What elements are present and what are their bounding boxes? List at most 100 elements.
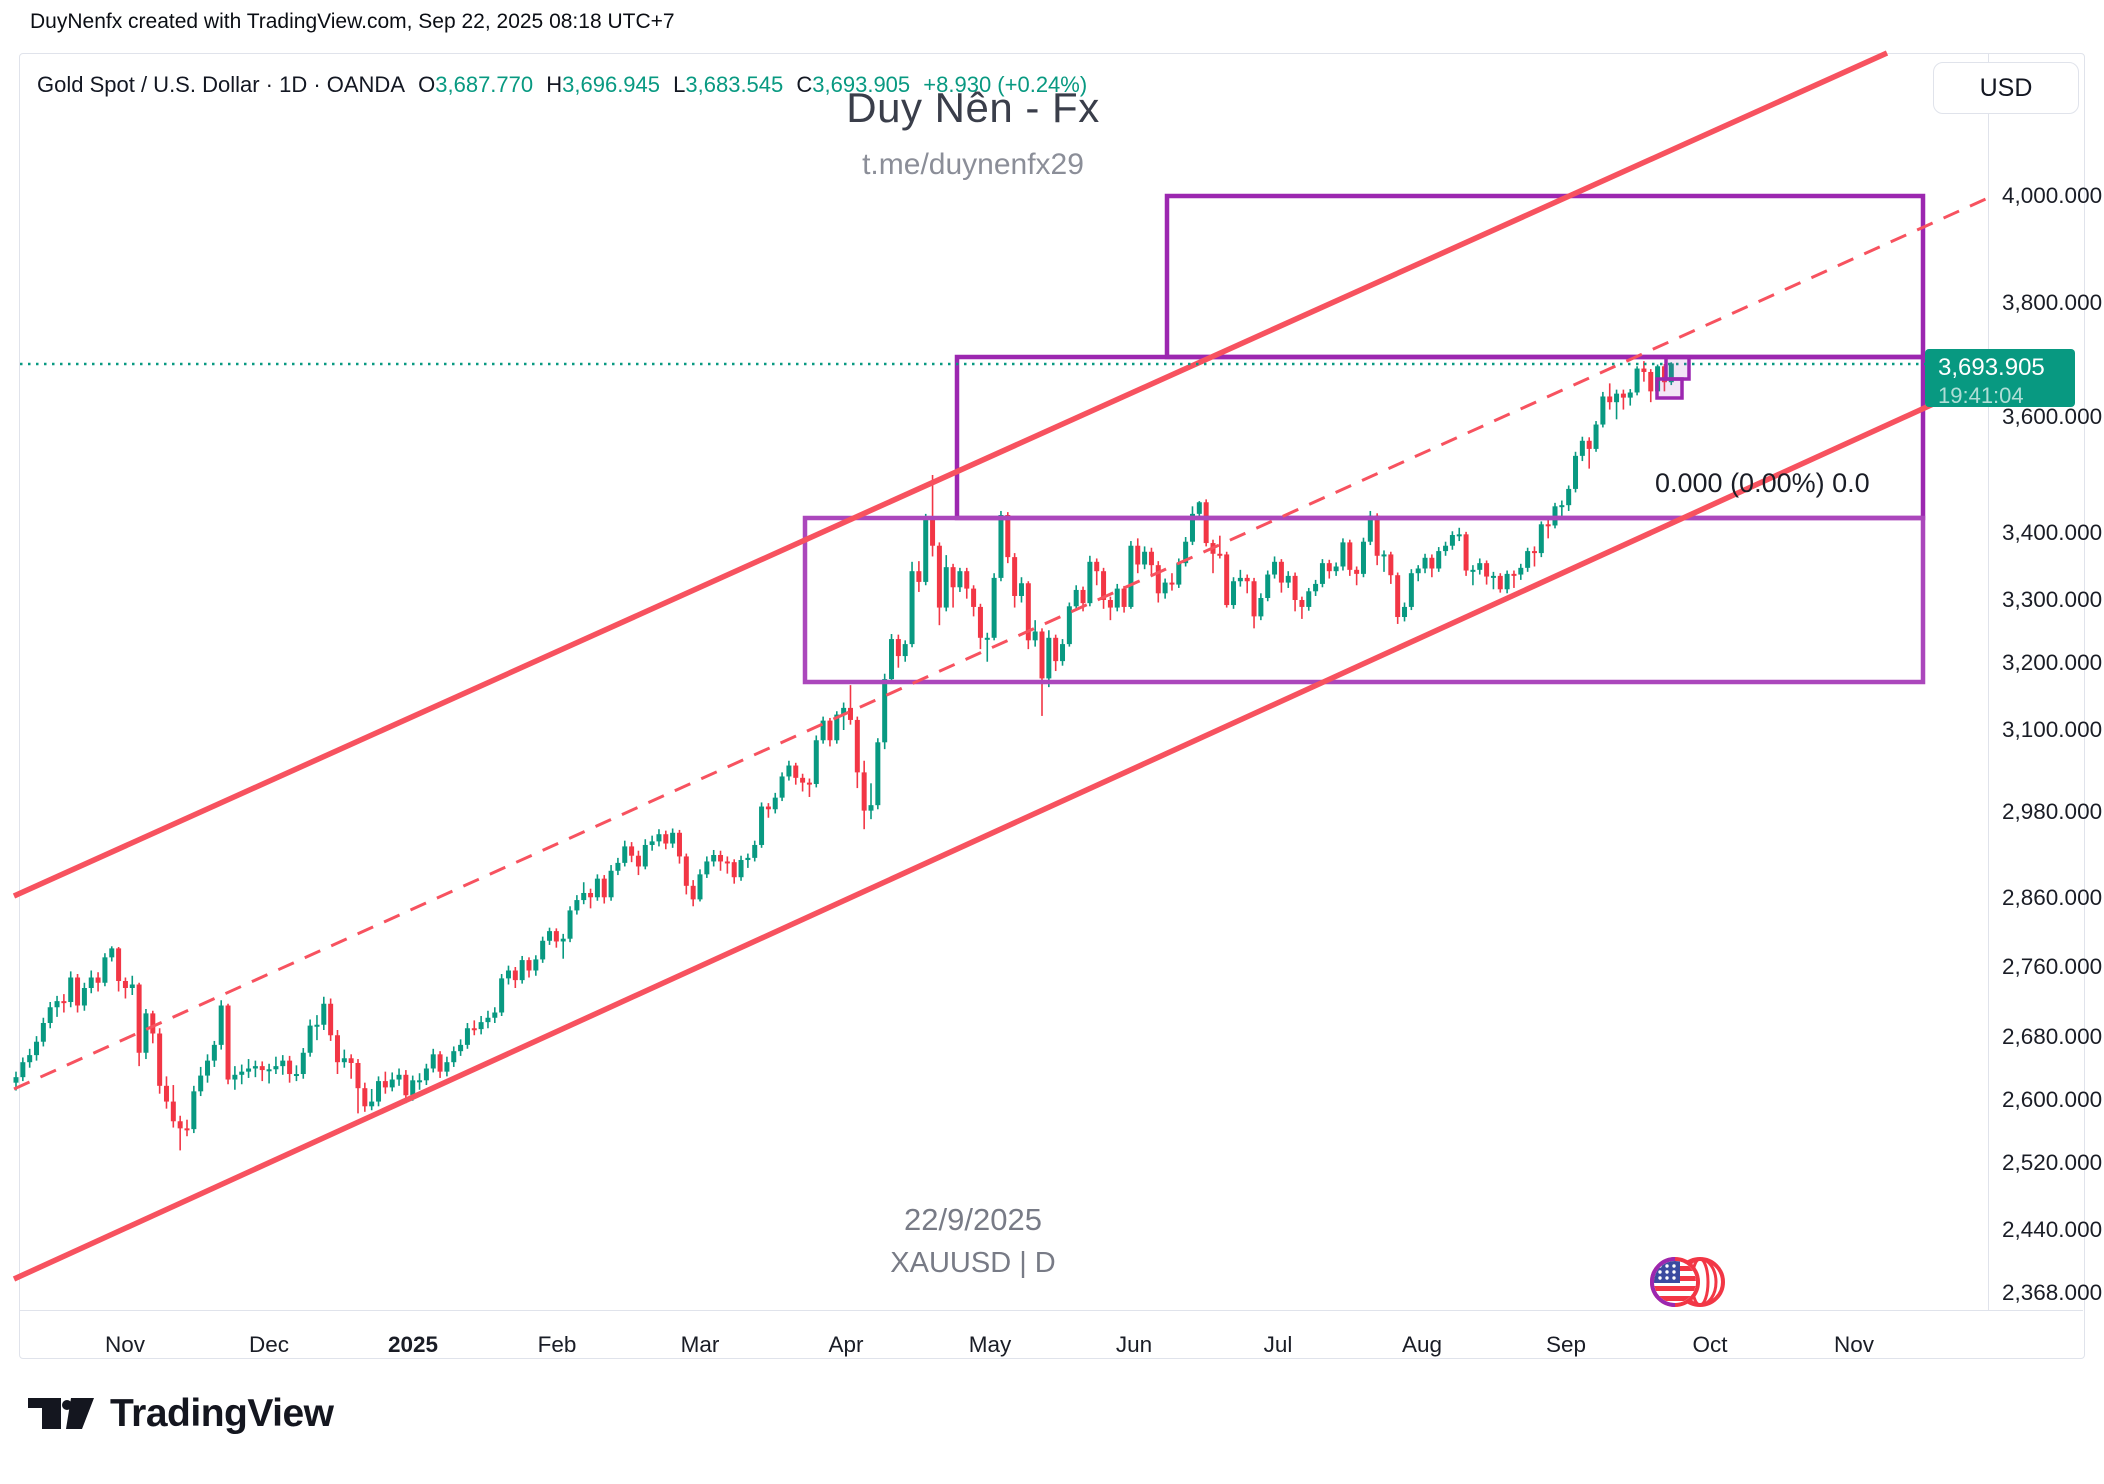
- price-axis-label: 3,100.000: [2002, 717, 2103, 742]
- price-axis-label: 3,300.000: [2002, 587, 2103, 612]
- candle-up: [547, 931, 553, 941]
- candle-down: [136, 984, 142, 1053]
- candle-up: [1477, 563, 1483, 570]
- bar-countdown-timer: 19:41:04: [1938, 383, 2024, 408]
- tradingview-logo[interactable]: TradingView: [28, 1392, 334, 1436]
- candle-down: [1429, 557, 1435, 569]
- candle-down: [1395, 575, 1401, 618]
- symbol-title[interactable]: Gold Spot / U.S. Dollar · 1D · OANDA: [37, 72, 405, 97]
- candle-down: [1217, 553, 1223, 556]
- candle-up: [1525, 551, 1531, 568]
- candle-down: [731, 862, 737, 878]
- candle-up: [882, 679, 888, 743]
- trendline-channel-upper[interactable]: [12, 50, 1889, 899]
- candle-down: [1497, 575, 1503, 590]
- candle-up: [1402, 606, 1408, 618]
- ohlc-low-value: 3,683.545: [685, 72, 784, 97]
- candle-up: [205, 1060, 211, 1076]
- time-axis-label[interactable]: Nov: [1833, 1332, 1875, 1357]
- time-axis-separator[interactable]: [20, 1310, 2083, 1311]
- time-axis-label[interactable]: Apr: [828, 1332, 864, 1357]
- candle-up: [1614, 393, 1620, 403]
- price-axis-label: 2,760.000: [2002, 954, 2103, 979]
- candle-down: [854, 719, 860, 773]
- time-axis-label[interactable]: Nov: [104, 1332, 146, 1357]
- candle-up: [47, 1007, 53, 1023]
- currency-toggle-button[interactable]: USD: [1933, 62, 2079, 114]
- candle-down: [950, 567, 956, 588]
- candle-down: [1005, 515, 1011, 558]
- trendline-channel-midline-dashed[interactable]: [13, 196, 1989, 1091]
- candle-up: [820, 720, 826, 741]
- candle-up: [1593, 424, 1599, 449]
- candle-down: [526, 960, 532, 971]
- symbol-header: Gold Spot / U.S. Dollar · 1D · OANDA O 3,…: [37, 72, 1094, 98]
- candle-up: [1566, 488, 1572, 506]
- current-price-badge[interactable]: 3,693.905 19:41:04: [1925, 349, 2075, 407]
- ohlc-close-value: 3,693.905: [812, 72, 911, 97]
- candle-down: [1620, 393, 1626, 398]
- highlight-small-box[interactable]: [1655, 377, 1684, 400]
- candle-down: [800, 777, 806, 783]
- candle-up: [1196, 502, 1202, 514]
- candle-up: [923, 519, 929, 582]
- candle-up: [998, 515, 1004, 578]
- time-axis-label[interactable]: Sep: [1545, 1332, 1587, 1357]
- time-axis-label[interactable]: Jul: [1263, 1332, 1293, 1357]
- candle-up: [191, 1091, 197, 1130]
- candle-up: [786, 765, 792, 777]
- ohlc-high-value: 3,696.945: [562, 72, 661, 97]
- candle-up: [1073, 589, 1079, 607]
- candle-up: [540, 940, 546, 960]
- candle-up: [1443, 545, 1449, 552]
- candle-up: [1449, 535, 1455, 546]
- candle-up: [1018, 583, 1024, 596]
- candle-up: [1183, 541, 1189, 564]
- candle-up: [1422, 557, 1428, 569]
- candle-down: [122, 981, 128, 988]
- time-axis-label[interactable]: Aug: [1401, 1332, 1443, 1357]
- candle-down: [964, 571, 970, 589]
- candle-up: [581, 892, 587, 901]
- time-axis-label[interactable]: Mar: [680, 1332, 720, 1357]
- time-axis-label[interactable]: Oct: [1692, 1332, 1728, 1357]
- candle-up: [704, 861, 710, 875]
- candle-down: [1094, 561, 1100, 572]
- candle-up: [1600, 396, 1606, 425]
- candle-up: [868, 805, 874, 811]
- time-axis-label[interactable]: Jun: [1115, 1332, 1153, 1357]
- candle-down: [1641, 368, 1647, 372]
- candle-up: [1490, 575, 1496, 578]
- trendline-channel-lower[interactable]: [12, 376, 1990, 1282]
- ohlc-open-label: O: [418, 72, 436, 97]
- candle-up: [198, 1075, 204, 1092]
- time-axis-label[interactable]: 2025: [387, 1332, 439, 1357]
- candle-down: [287, 1060, 293, 1075]
- candle-up: [13, 1077, 19, 1083]
- candle-down: [163, 1085, 169, 1102]
- candle-up: [341, 1058, 347, 1063]
- candle-down: [1374, 515, 1380, 556]
- time-axis-label[interactable]: Dec: [248, 1332, 290, 1357]
- candle-down: [629, 846, 635, 856]
- candle-up: [759, 806, 765, 845]
- price-axis-label: 3,400.000: [2002, 520, 2103, 545]
- chart-watermark-title: Duy Nên - Fx: [846, 84, 1100, 131]
- candle-down: [512, 970, 518, 981]
- time-axis-label[interactable]: May: [968, 1332, 1012, 1357]
- candle-up: [841, 707, 847, 715]
- highlight-small-box[interactable]: [1664, 355, 1691, 381]
- candle-down: [663, 834, 669, 844]
- candle-up: [1367, 515, 1373, 542]
- time-axis-label[interactable]: Feb: [537, 1332, 577, 1357]
- candle-up: [1456, 534, 1462, 537]
- price-zone-rectangle[interactable]: [802, 515, 1926, 685]
- candle-down: [1511, 573, 1517, 576]
- candle-down: [971, 588, 977, 607]
- price-axis-separator[interactable]: [1988, 54, 1989, 1310]
- price-zone-rectangle[interactable]: [1164, 193, 1926, 360]
- candle-up: [622, 846, 628, 863]
- candle-up: [1265, 574, 1271, 598]
- candle-down: [61, 1001, 67, 1004]
